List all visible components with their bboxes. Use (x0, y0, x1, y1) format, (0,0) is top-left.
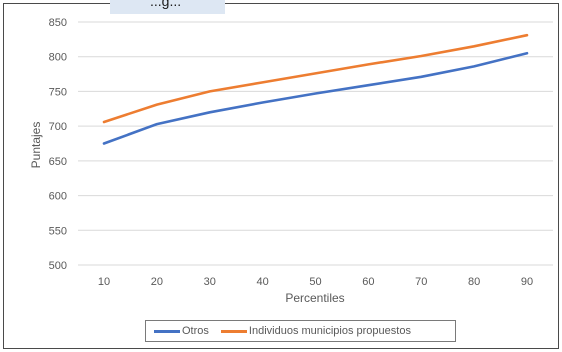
legend-item-otros: Otros (154, 325, 209, 337)
y-tick-label: 800 (49, 52, 67, 64)
x-tick-labels: 10 20 30 40 50 60 70 80 90 (98, 276, 533, 288)
series-line-1 (102, 33, 529, 124)
x-tick-label: 20 (151, 276, 163, 288)
x-tick-label: 50 (309, 276, 321, 288)
legend: Otros Individuos municipios propuestos (145, 320, 456, 342)
y-tick-label: 550 (49, 225, 67, 237)
x-tick-label: 80 (468, 276, 480, 288)
x-tick-label: 30 (204, 276, 216, 288)
x-tick-label: 90 (521, 276, 533, 288)
x-tick-label: 70 (415, 276, 427, 288)
y-tick-label: 650 (49, 156, 67, 168)
y-tick-labels: 500 550 600 650 700 750 800 850 (49, 17, 67, 272)
y-tick-label: 750 (49, 86, 67, 98)
x-tick-label: 40 (257, 276, 269, 288)
legend-swatch-individuos (220, 329, 247, 333)
legend-label-individuos: Individuos municipios propuestos (248, 325, 411, 337)
y-tick-label: 700 (49, 121, 67, 133)
series-lines (102, 33, 529, 145)
legend-swatch-otros (154, 329, 180, 333)
x-tick-label: 60 (362, 276, 374, 288)
gridlines (78, 21, 553, 266)
legend-label-otros: Otros (182, 325, 209, 337)
y-tick-label: 850 (49, 17, 67, 29)
chart-title-fragment: ...g... (110, 0, 225, 14)
y-tick-label: 500 (49, 260, 67, 272)
y-axis-label: Puntajes (29, 122, 43, 169)
x-axis-label: Percentiles (285, 291, 344, 305)
chart-frame (3, 3, 559, 349)
legend-item-individuos: Individuos municipios propuestos (220, 325, 411, 337)
series-line-0 (102, 51, 529, 145)
y-tick-label: 600 (49, 191, 67, 203)
x-tick-label: 10 (98, 276, 110, 288)
